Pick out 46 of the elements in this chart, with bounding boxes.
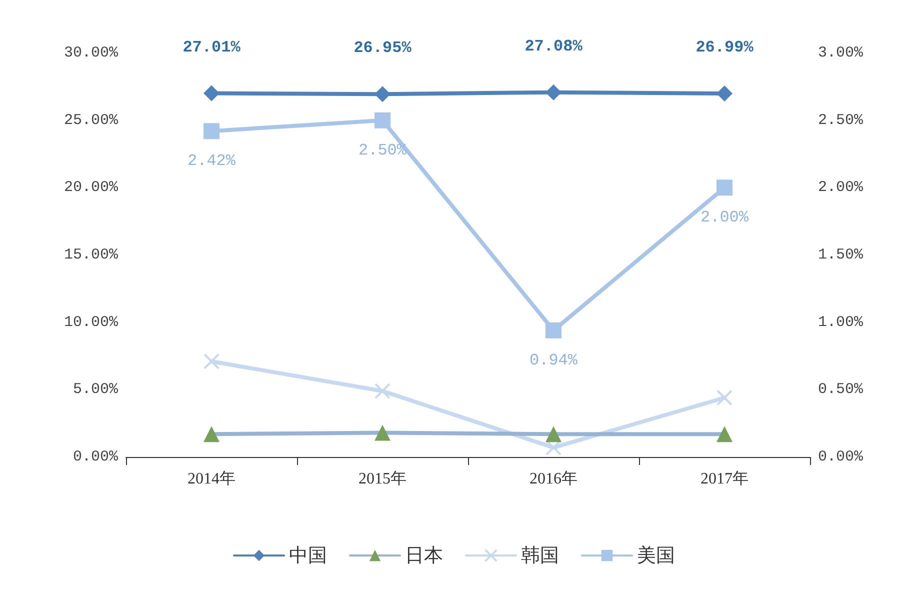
y2-tick-label: 1.50% <box>818 246 864 264</box>
point <box>546 440 562 456</box>
data-label: 26.99% <box>696 38 754 57</box>
data-label: 27.01% <box>182 38 241 56</box>
point <box>374 424 390 441</box>
y2-tick-label: 3.00% <box>818 44 864 62</box>
point <box>204 353 220 370</box>
data-label: 2.42% <box>187 152 236 170</box>
data-label: 27.08% <box>524 37 583 56</box>
legend-label: 美国 <box>637 544 675 566</box>
y-tick-label: 15.00% <box>64 246 119 264</box>
point <box>204 123 220 140</box>
y-tick-label: 20.00% <box>64 179 119 196</box>
point <box>374 112 390 128</box>
data-label: 2.50% <box>358 141 407 160</box>
x-tick-label: 2014年 <box>188 470 236 488</box>
legend-label: 日本 <box>405 544 443 566</box>
legend-label: 中国 <box>289 544 327 566</box>
data-label: 2.00% <box>700 208 749 227</box>
y2-tick-label: 0.00% <box>818 448 864 466</box>
legend-label: 韩国 <box>521 544 559 566</box>
y-tick-label: 5.00% <box>72 381 119 398</box>
y-tick-label: 25.00% <box>64 112 119 129</box>
y-tick-label: 10.00% <box>64 314 119 331</box>
y2-tick-label: 2.50% <box>818 112 864 129</box>
point <box>546 426 562 442</box>
point <box>546 84 562 100</box>
x-tick-label: 2015年 <box>358 470 406 488</box>
point <box>204 426 220 442</box>
data-label: 0.94% <box>529 351 578 370</box>
point <box>716 86 732 102</box>
point <box>546 322 562 338</box>
y-tick-label: 30.00% <box>64 44 119 62</box>
y2-tick-label: 1.00% <box>818 314 864 331</box>
point <box>374 86 390 102</box>
point <box>716 180 732 196</box>
point <box>716 390 732 406</box>
x-tick-label: 2016年 <box>530 470 578 488</box>
point <box>374 383 390 400</box>
x-tick-label: 2017年 <box>700 470 748 488</box>
data-label: 26.95% <box>354 39 412 58</box>
y-tick-label: 0.00% <box>72 448 119 466</box>
y2-tick-label: 2.00% <box>818 179 864 196</box>
point <box>204 85 220 102</box>
y2-tick-label: 0.50% <box>818 381 864 398</box>
point <box>716 426 732 442</box>
